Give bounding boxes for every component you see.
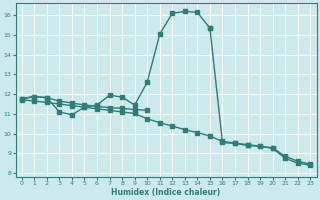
X-axis label: Humidex (Indice chaleur): Humidex (Indice chaleur) — [111, 188, 221, 197]
